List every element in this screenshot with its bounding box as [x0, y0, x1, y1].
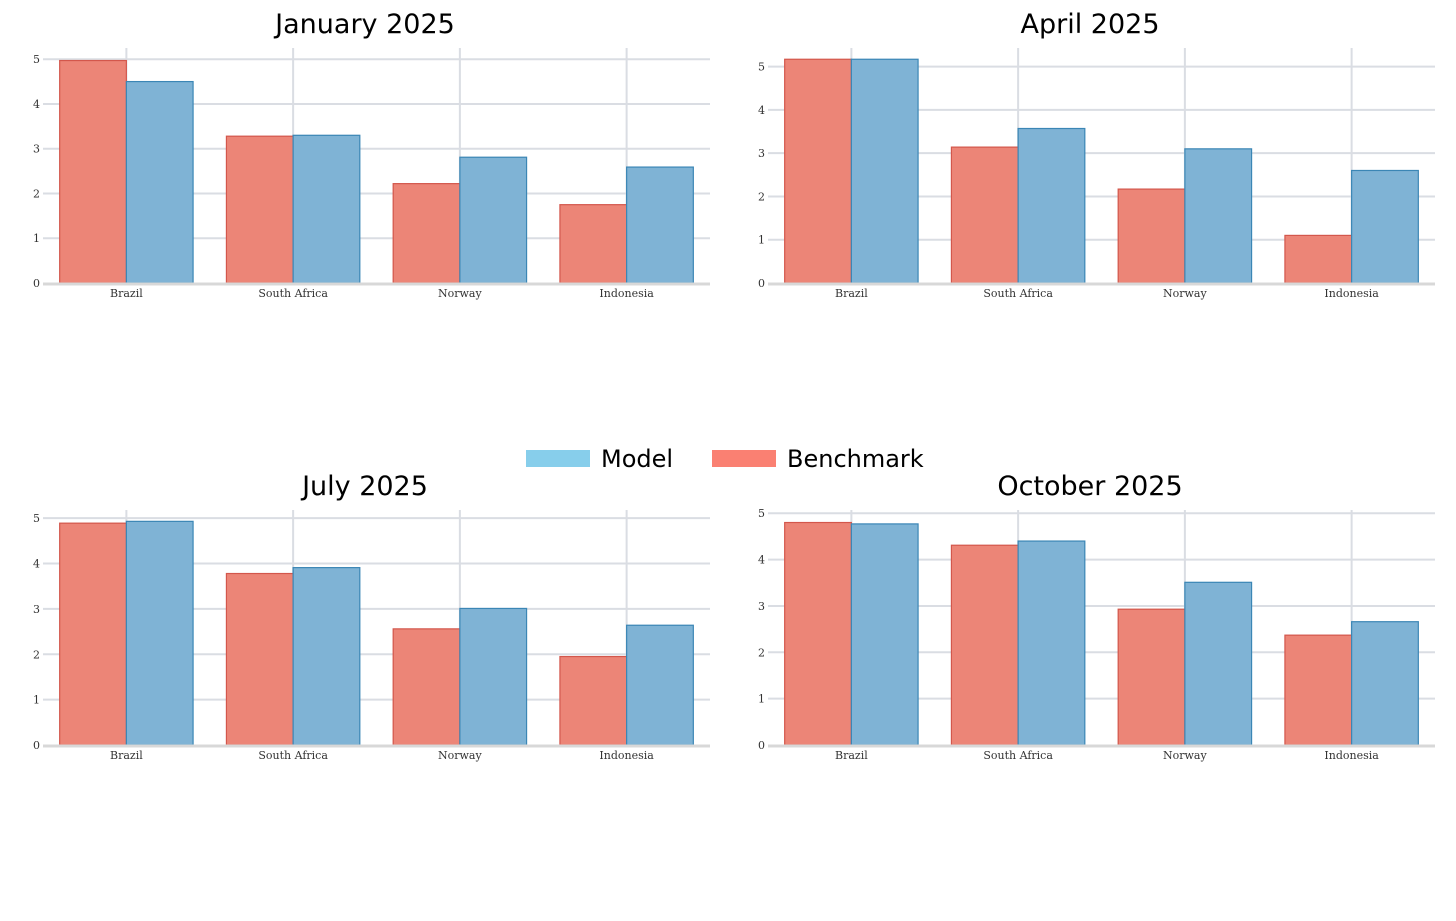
y-tick-label: 1	[758, 693, 765, 706]
y-tick-label: 4	[758, 554, 765, 567]
x-tick-label: South Africa	[983, 287, 1053, 300]
legend-label-model: Model	[601, 445, 673, 473]
chart-panel: January 2025 0 1 2 3 4 5 Brazil South Africa Norw…	[33, 9, 710, 300]
y-tick-label: 1	[33, 232, 40, 245]
legend-label-benchmark: Benchmark	[787, 445, 924, 473]
x-tick-label: Norway	[438, 749, 482, 762]
bar-benchmark	[784, 521, 852, 746]
x-tick-label: Indonesia	[1324, 749, 1379, 762]
bar-model	[292, 134, 361, 284]
bar-model	[292, 567, 361, 746]
chart-panels: January 2025 0 1 2 3 4 5 Brazil South Africa Norw…	[33, 9, 1435, 762]
bar-benchmark	[559, 204, 628, 284]
y-tick-label: 0	[758, 739, 765, 752]
bar-benchmark	[559, 655, 628, 746]
y-tick-label: 4	[758, 104, 765, 117]
x-tick-label: Indonesia	[1324, 287, 1379, 300]
x-tick-label: Indonesia	[599, 749, 654, 762]
bar-model	[459, 156, 528, 284]
legend-swatch-benchmark	[712, 450, 776, 467]
y-tick-label: 0	[33, 739, 40, 752]
bar-benchmark	[950, 544, 1019, 746]
bar-model	[1184, 148, 1253, 284]
bar-model	[1184, 581, 1253, 746]
bar-model	[850, 523, 919, 746]
x-tick-label: South Africa	[258, 287, 328, 300]
y-tick-label: 4	[33, 98, 40, 111]
x-tick-label: Norway	[1163, 749, 1207, 762]
chart-panel: October 2025 0 1 2 3 4 5 Brazil South Africa Norw…	[758, 471, 1435, 762]
x-tick-label: South Africa	[983, 749, 1053, 762]
y-tick-label: 2	[33, 648, 40, 661]
y-tick-label: 5	[33, 512, 40, 525]
y-tick-label: 2	[758, 646, 765, 659]
legend-swatch-model	[526, 450, 590, 467]
x-tick-label: Brazil	[835, 749, 868, 762]
y-tick-label: 1	[33, 694, 40, 707]
y-tick-label: 3	[33, 603, 40, 616]
bar-benchmark	[392, 628, 461, 746]
panel-title: January 2025	[273, 9, 455, 40]
bar-benchmark	[59, 522, 127, 746]
bar-model	[1017, 540, 1086, 746]
chart-panel: July 2025 0 1 2 3 4 5 Brazil South Africa Norway I…	[33, 471, 710, 762]
y-tick-label: 4	[33, 558, 40, 571]
y-tick-label: 3	[33, 143, 40, 156]
y-tick-label: 3	[758, 600, 765, 613]
bar-model	[125, 80, 194, 284]
bar-model	[125, 520, 194, 746]
x-tick-label: Brazil	[110, 749, 143, 762]
bar-model	[626, 624, 694, 746]
bar-benchmark	[784, 58, 852, 284]
bar-model	[1351, 621, 1419, 746]
bar-benchmark	[59, 59, 127, 284]
x-tick-label: Norway	[1163, 287, 1207, 300]
bar-model	[1351, 169, 1419, 284]
y-tick-label: 5	[33, 53, 40, 66]
chart-panel: April 2025 0 1 2 3 4 5 Brazil South Africa Norway…	[758, 9, 1435, 300]
y-tick-label: 0	[758, 277, 765, 290]
y-tick-label: 1	[758, 234, 765, 247]
x-tick-label: Indonesia	[599, 287, 654, 300]
x-tick-label: South Africa	[258, 749, 328, 762]
bar-model	[850, 58, 919, 284]
panel-title: October 2025	[997, 471, 1182, 502]
bar-model	[459, 607, 528, 746]
bar-model	[626, 166, 694, 284]
y-tick-label: 2	[758, 190, 765, 203]
bar-benchmark	[1117, 608, 1186, 746]
x-tick-label: Brazil	[110, 287, 143, 300]
bar-benchmark	[392, 183, 461, 284]
panel-title: July 2025	[300, 471, 428, 502]
y-tick-label: 5	[758, 507, 765, 520]
x-tick-label: Brazil	[835, 287, 868, 300]
panel-title: April 2025	[1020, 9, 1159, 40]
bar-model	[1017, 127, 1086, 284]
x-tick-label: Norway	[438, 287, 482, 300]
y-tick-label: 3	[758, 147, 765, 160]
bar-benchmark	[1284, 234, 1353, 284]
legend: Model Benchmark	[526, 445, 924, 473]
bar-benchmark	[225, 135, 294, 284]
y-tick-label: 2	[33, 187, 40, 200]
bar-benchmark	[225, 572, 294, 746]
y-tick-label: 5	[758, 61, 765, 74]
bar-benchmark	[1117, 188, 1186, 284]
bar-benchmark	[1284, 634, 1353, 746]
bar-benchmark	[950, 146, 1019, 284]
y-tick-label: 0	[33, 277, 40, 290]
